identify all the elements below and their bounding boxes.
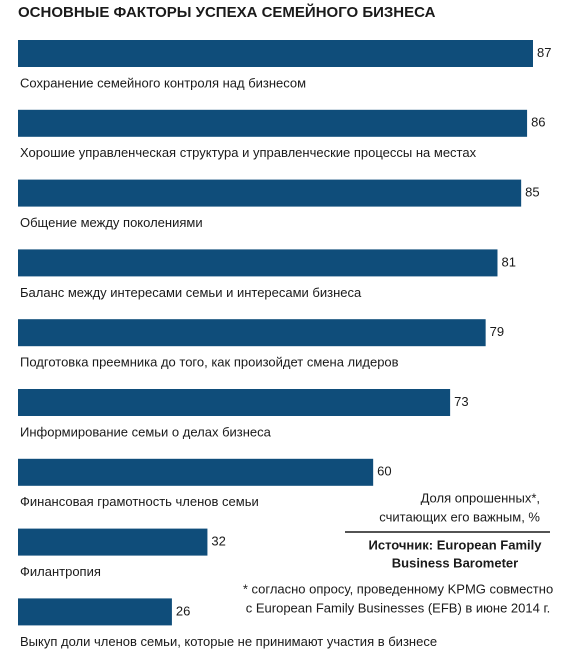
category-label: Общение между поколениями bbox=[20, 215, 203, 230]
note: считающих его важным, % bbox=[379, 509, 540, 524]
category-label: Баланс между интересами семьи и интереса… bbox=[20, 285, 362, 300]
value-label: 81 bbox=[501, 254, 515, 269]
value-label: 79 bbox=[490, 324, 504, 339]
bar bbox=[18, 179, 522, 207]
chart-title: ОСНОВНЫЕ ФАКТОРЫ УСПЕХА СЕМЕЙНОГО БИЗНЕС… bbox=[18, 3, 436, 21]
category-label: Филантропия bbox=[20, 564, 101, 579]
value-label: 86 bbox=[531, 115, 545, 130]
note: Доля опрошенных*, bbox=[421, 490, 540, 505]
footnote: * согласно опросу, проведенному KPMG сов… bbox=[243, 581, 553, 596]
source: Источник: European Family bbox=[369, 537, 543, 552]
value-label: 73 bbox=[454, 394, 468, 409]
bar bbox=[18, 389, 451, 416]
bar bbox=[18, 598, 172, 626]
value-label: 32 bbox=[211, 534, 225, 549]
category-label: Подготовка преемника до того, как произо… bbox=[20, 355, 399, 370]
bar bbox=[18, 458, 374, 486]
bar bbox=[18, 40, 533, 67]
bar bbox=[18, 109, 528, 137]
value-label: 26 bbox=[176, 603, 190, 618]
footnote: с European Family Businesses (EFB) в июн… bbox=[246, 600, 550, 615]
value-label: 87 bbox=[537, 45, 551, 60]
bar bbox=[18, 319, 486, 347]
category-label: Информирование семьи о делах бизнеса bbox=[20, 424, 272, 439]
category-label: Сохранение семейного контроля над бизнес… bbox=[20, 75, 306, 90]
source: Business Barometer bbox=[392, 555, 518, 570]
bar bbox=[18, 528, 208, 556]
category-label: Хорошие управленческая структура и управ… bbox=[20, 145, 477, 160]
category-label: Выкуп доли членов семьи, которые не прин… bbox=[20, 634, 437, 649]
category-label: Финансовая грамотность членов семьи bbox=[20, 494, 259, 509]
value-label: 85 bbox=[525, 185, 539, 200]
value-label: 60 bbox=[377, 464, 391, 479]
bar bbox=[18, 249, 498, 277]
